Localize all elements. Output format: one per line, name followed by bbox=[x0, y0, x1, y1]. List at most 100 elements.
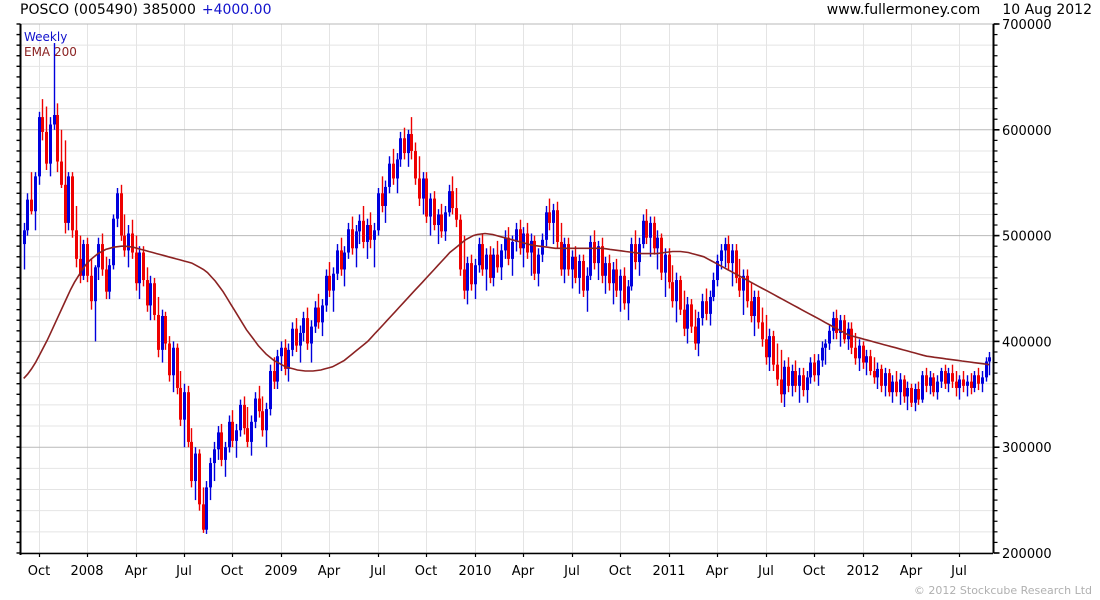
candlestick-series bbox=[23, 43, 991, 534]
candle-body bbox=[738, 277, 741, 291]
candle-body bbox=[71, 176, 74, 231]
candle-body bbox=[142, 252, 145, 281]
candle-body bbox=[433, 198, 436, 226]
candle-body bbox=[843, 320, 846, 340]
candle-body bbox=[768, 336, 771, 358]
x-tick-label: 2011 bbox=[652, 564, 685, 579]
candle-body bbox=[314, 307, 317, 327]
candle-body bbox=[794, 371, 797, 386]
candle-body bbox=[530, 240, 533, 253]
candle-body bbox=[903, 379, 906, 397]
candle-body bbox=[30, 199, 33, 212]
candle-body bbox=[355, 231, 358, 249]
candle-body bbox=[287, 349, 290, 369]
candle-body bbox=[671, 282, 674, 302]
candle-body bbox=[686, 304, 689, 329]
candle-body bbox=[332, 273, 335, 291]
candle-body bbox=[317, 307, 320, 323]
candle-body bbox=[970, 381, 973, 388]
candle-body bbox=[429, 198, 432, 217]
candle-body bbox=[735, 250, 738, 278]
axes bbox=[16, 23, 1000, 557]
candle-body bbox=[38, 117, 41, 177]
candle-body bbox=[835, 318, 838, 333]
x-tick-label: Oct bbox=[415, 564, 437, 579]
candle-body bbox=[45, 131, 48, 164]
candle-body bbox=[302, 318, 305, 333]
candle-body bbox=[209, 463, 212, 488]
candle-body bbox=[884, 373, 887, 386]
candle-body bbox=[94, 267, 97, 302]
header-right: www.fullermoney.com 10 Aug 2012 bbox=[827, 2, 1092, 18]
candle-body bbox=[895, 381, 898, 393]
candle-body bbox=[384, 186, 387, 206]
candle-body bbox=[753, 296, 756, 317]
candle-body bbox=[49, 124, 52, 164]
candle-body bbox=[642, 220, 645, 245]
candle-body bbox=[373, 230, 376, 240]
candle-body bbox=[761, 322, 764, 340]
candle-body bbox=[586, 275, 589, 291]
candle-body bbox=[481, 244, 484, 270]
x-tick-label: Jul bbox=[563, 564, 580, 579]
candle-body bbox=[369, 225, 372, 240]
candle-body bbox=[53, 114, 56, 125]
candle-body bbox=[601, 246, 604, 276]
candle-body bbox=[936, 381, 939, 393]
candle-body bbox=[973, 375, 976, 388]
candle-body bbox=[213, 449, 216, 464]
candle-body bbox=[985, 361, 988, 378]
candle-body bbox=[403, 138, 406, 154]
x-tick-label: Apr bbox=[706, 564, 729, 579]
candle-body bbox=[26, 199, 29, 231]
candle-body bbox=[750, 301, 753, 317]
candle-body bbox=[783, 366, 786, 395]
candle-body bbox=[183, 392, 186, 420]
candle-body bbox=[381, 193, 384, 206]
candle-body bbox=[347, 229, 350, 253]
candle-body bbox=[809, 362, 812, 378]
candle-body bbox=[690, 304, 693, 327]
candle-body bbox=[276, 356, 279, 382]
candle-body bbox=[492, 254, 495, 278]
price-change: +4000.00 bbox=[201, 2, 272, 18]
candle-body bbox=[615, 269, 618, 291]
candle-body bbox=[701, 301, 704, 319]
candle-body bbox=[899, 379, 902, 393]
candle-body bbox=[683, 309, 686, 329]
candle-body bbox=[97, 244, 100, 268]
candle-body bbox=[958, 379, 961, 388]
candle-body bbox=[515, 229, 518, 242]
candle-body bbox=[343, 252, 346, 270]
candle-body bbox=[455, 208, 458, 220]
candle-body bbox=[224, 447, 227, 460]
candle-body bbox=[608, 263, 611, 284]
candle-body bbox=[138, 252, 141, 284]
candle-body bbox=[709, 296, 712, 314]
candle-body bbox=[597, 246, 600, 264]
candle-body bbox=[653, 222, 656, 249]
candle-body bbox=[258, 398, 261, 412]
candle-body bbox=[444, 212, 447, 232]
x-axis-labels: Oct 2008 Apr Jul Oct 2009 Apr Jul Oct 2010 Apr Jul O… bbox=[28, 564, 967, 579]
candle-body bbox=[310, 326, 313, 344]
candle-body bbox=[988, 357, 991, 362]
chart-date: 10 Aug 2012 bbox=[1002, 2, 1092, 18]
instrument-title: POSCO (005490) 385000 bbox=[20, 2, 196, 18]
candle-body bbox=[917, 389, 920, 400]
candle-body bbox=[235, 430, 238, 441]
candle-body bbox=[604, 263, 607, 276]
candle-body bbox=[485, 254, 488, 270]
candle-body bbox=[470, 263, 473, 285]
candle-body bbox=[422, 178, 425, 199]
candle-body bbox=[466, 263, 469, 291]
candle-body bbox=[862, 345, 865, 363]
candle-body bbox=[545, 212, 548, 240]
x-tick-label: Jul bbox=[757, 564, 774, 579]
candle-body bbox=[261, 411, 264, 431]
candle-body bbox=[873, 371, 876, 378]
candle-body bbox=[645, 220, 648, 238]
candle-body bbox=[108, 265, 111, 292]
candle-body bbox=[880, 368, 883, 386]
candle-body bbox=[746, 275, 749, 302]
